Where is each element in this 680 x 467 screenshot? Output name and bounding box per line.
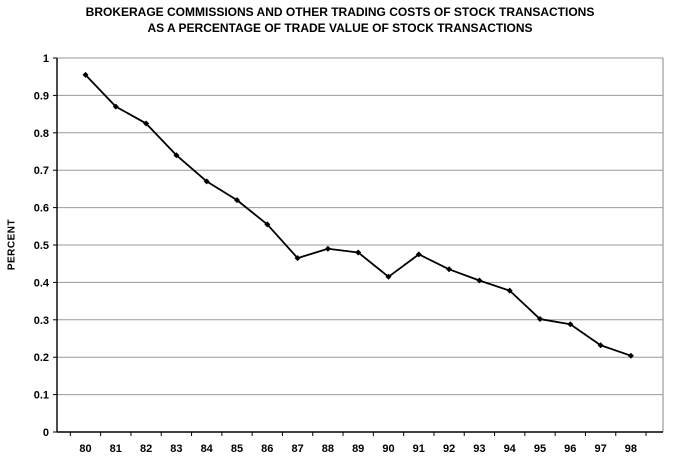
- data-point-marker: [82, 71, 89, 78]
- x-tick-label: 98: [625, 443, 637, 455]
- x-tick-label: 81: [110, 443, 122, 455]
- y-tick-labels: 0 0.1 0.2 0.3 0.4 0.5 0.6 0.7 0.8 0.9 1: [34, 53, 50, 439]
- x-tick-label: 94: [504, 443, 517, 455]
- x-tick-label: 86: [261, 443, 273, 455]
- data-point-marker: [446, 266, 453, 273]
- y-tick-label: 0.1: [34, 390, 49, 402]
- x-tick-label: 87: [291, 443, 303, 455]
- y-tick-label: 0.8: [34, 128, 49, 140]
- x-tick-label: 95: [534, 443, 546, 455]
- x-tick-label: 97: [594, 443, 606, 455]
- data-series: [82, 71, 634, 359]
- x-tick-label: 91: [413, 443, 425, 455]
- y-tick-label: 0.4: [34, 277, 50, 289]
- x-tick-label: 85: [231, 443, 243, 455]
- data-point-marker: [567, 321, 574, 328]
- data-point-marker: [476, 277, 483, 284]
- y-tick-label: 0.7: [34, 165, 49, 177]
- x-tick-label: 82: [140, 443, 152, 455]
- data-point-marker: [264, 221, 271, 228]
- data-point-marker: [506, 287, 513, 294]
- chart-title-line2: AS A PERCENTAGE OF TRADE VALUE OF STOCK …: [147, 21, 533, 35]
- x-tick-label: 88: [322, 443, 334, 455]
- data-point-marker: [385, 273, 392, 280]
- chart-title-line1: BROKERAGE COMMISSIONS AND OTHER TRADING …: [85, 5, 595, 19]
- y-tick-label: 0: [43, 427, 49, 439]
- data-point-marker: [324, 245, 331, 252]
- chart-title: BROKERAGE COMMISSIONS AND OTHER TRADING …: [0, 4, 680, 36]
- y-tick-label: 0.9: [34, 90, 49, 102]
- x-tick-label: 80: [79, 443, 91, 455]
- y-tick-label: 1: [43, 53, 49, 65]
- x-tick-labels: 80 81 82 83 84 85 86 87 88 89 90 91 92 93 94 95 96 97 98: [79, 443, 637, 455]
- data-point-marker: [294, 255, 301, 262]
- data-point-marker: [234, 197, 240, 204]
- data-point-marker: [203, 178, 210, 185]
- data-point-marker: [597, 342, 604, 349]
- data-point-marker: [173, 152, 180, 159]
- gridlines: [57, 57, 663, 396]
- x-tick-label: 83: [170, 443, 182, 455]
- x-axis: [57, 431, 663, 436]
- x-tick-label: 93: [473, 443, 485, 455]
- data-point-marker: [415, 251, 422, 258]
- data-point-marker: [112, 103, 119, 110]
- x-tick-label: 89: [352, 443, 364, 455]
- x-tick-label: 84: [201, 443, 214, 455]
- data-point-marker: [537, 316, 543, 323]
- y-tick-label: 0.3: [34, 315, 49, 327]
- data-point-marker: [355, 249, 362, 256]
- y-axis: [53, 57, 58, 433]
- data-point-marker: [143, 120, 150, 127]
- y-tick-label: 0.6: [34, 203, 49, 215]
- data-line: [84, 73, 632, 357]
- y-tick-label: 0.5: [34, 240, 49, 252]
- data-point-marker: [627, 352, 634, 359]
- x-tick-label: 96: [564, 443, 576, 455]
- x-tick-label: 92: [443, 443, 455, 455]
- x-tick-label: 90: [382, 443, 394, 455]
- y-tick-label: 0.2: [34, 352, 49, 364]
